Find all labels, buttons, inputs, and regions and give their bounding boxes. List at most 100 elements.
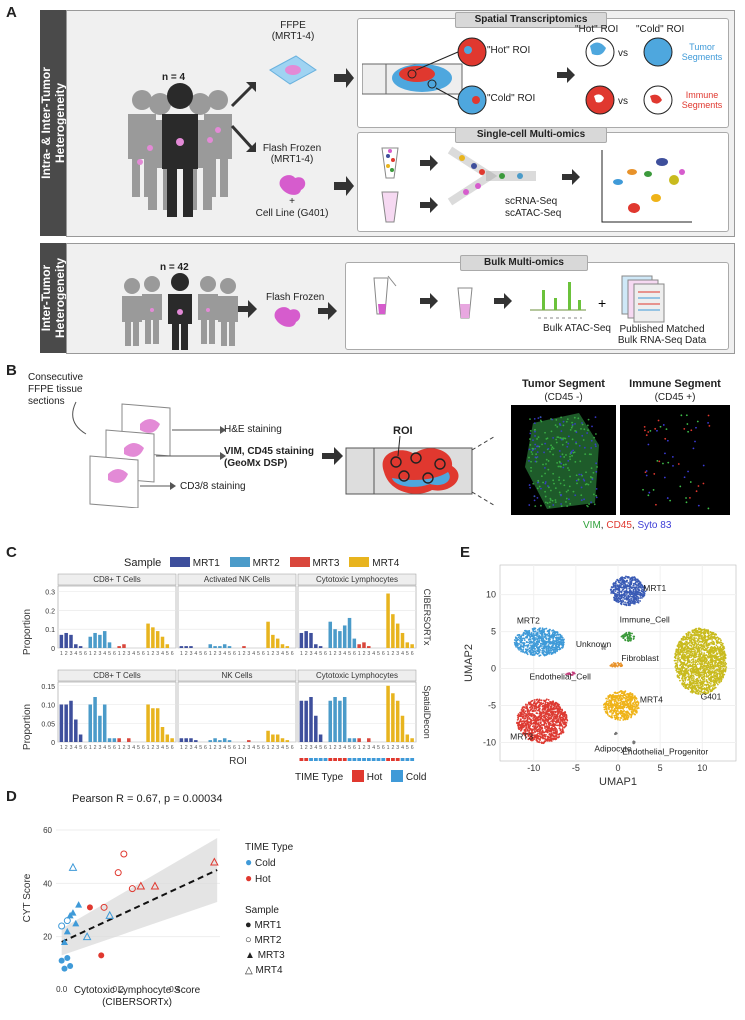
roi-tick: 3 — [396, 745, 399, 751]
umap-point — [711, 632, 714, 634]
umap-point — [682, 683, 684, 685]
umap-point — [526, 719, 529, 721]
umap-point — [637, 599, 640, 602]
umap-point — [558, 641, 561, 644]
umap-point — [635, 589, 637, 592]
time-type-strip — [313, 758, 318, 761]
umap-point — [707, 690, 710, 693]
umap-point — [527, 723, 530, 726]
roi-tick: 2 — [305, 745, 308, 751]
roi-tick: 1 — [387, 651, 390, 657]
umap-point — [622, 696, 625, 699]
umap-point — [533, 716, 535, 719]
umap-point — [559, 712, 562, 715]
confidence-band — [61, 838, 218, 956]
umap-point — [692, 654, 695, 657]
umap-point — [533, 701, 536, 703]
umap-point — [529, 724, 532, 727]
facet-side-label: SpatialDecon — [422, 685, 432, 739]
umap-point — [719, 674, 722, 677]
umap-point — [549, 638, 551, 641]
umap-point — [677, 658, 680, 660]
umap-point — [725, 662, 728, 665]
umap-point — [694, 680, 696, 683]
umap-point — [542, 741, 545, 744]
umap-point — [698, 676, 700, 679]
umap-point — [699, 658, 702, 661]
roi-tick: 5 — [377, 745, 380, 751]
scatter-xtick: 0.2 — [113, 985, 125, 994]
umap-point — [534, 705, 536, 708]
roi-tick: 4 — [252, 651, 255, 657]
umap-point — [723, 673, 726, 676]
scatter-xlabel: Cytotoxic Lymphocyte Score (CIBERSORTx) — [62, 985, 212, 1009]
umap-point — [702, 648, 705, 651]
umap-point — [678, 653, 681, 656]
bar — [247, 740, 251, 742]
umap-point — [554, 646, 557, 649]
bar — [299, 632, 304, 648]
umap-point — [642, 591, 645, 593]
umap-point — [617, 716, 620, 719]
umap-point — [690, 659, 693, 661]
umap-point — [538, 635, 541, 638]
umap-point — [697, 646, 700, 648]
bar — [165, 644, 170, 648]
umap-point — [613, 704, 616, 707]
umap-point — [558, 727, 561, 729]
umap-point — [622, 596, 625, 599]
umap-point — [536, 642, 539, 645]
bar — [102, 704, 107, 742]
umap-point — [630, 580, 633, 583]
umap-point — [700, 635, 703, 638]
immune-segments-label: Immune Segments — [680, 90, 724, 110]
time-type-strip — [333, 758, 338, 761]
umap-point — [540, 713, 543, 715]
umap-point — [521, 717, 524, 719]
umap-cluster-immune-cell — [620, 631, 636, 643]
umap-point — [691, 634, 694, 637]
ffpe-label: FFPE (MRT1-4) — [262, 20, 324, 42]
umap-point — [725, 666, 728, 669]
umap-point — [620, 710, 623, 713]
umap-point — [552, 633, 555, 636]
umap-point — [637, 584, 640, 586]
umap-point — [545, 698, 548, 701]
umap-point — [556, 646, 559, 648]
umap-point — [609, 704, 612, 706]
ffpe-slide-icon — [269, 55, 317, 85]
umap-point — [695, 666, 698, 669]
bar — [367, 646, 371, 648]
umap-point — [611, 704, 613, 707]
umap-point — [709, 651, 712, 654]
umap-point — [684, 679, 687, 682]
umap-point — [536, 701, 539, 704]
umap-point — [641, 588, 644, 591]
umap-point — [690, 633, 692, 636]
tumor-segment-title: Tumor Segment — [522, 378, 605, 390]
roi-slide-schematic — [345, 436, 497, 506]
umap-point — [702, 643, 705, 645]
umap-point — [705, 665, 708, 667]
umap-point — [603, 708, 606, 711]
umap-point — [520, 709, 523, 711]
umap-point — [543, 731, 546, 734]
umap-point — [533, 726, 536, 729]
umap-point — [724, 668, 727, 671]
umap-point — [533, 654, 536, 656]
umap-point — [704, 634, 707, 637]
umap-point — [699, 646, 702, 649]
roi-tick: 3 — [367, 651, 370, 657]
umap-point — [635, 704, 638, 707]
umap-point — [522, 642, 525, 644]
scatter-ytick: 40 — [43, 879, 52, 888]
umap-point — [612, 592, 615, 594]
umap-point — [542, 714, 545, 717]
umap-point — [621, 692, 624, 695]
umap-point — [524, 648, 527, 651]
bar — [347, 617, 352, 648]
umap-point — [716, 683, 719, 686]
umap-point — [689, 664, 692, 667]
trend-line — [61, 869, 218, 943]
roi-tick: 1 — [238, 745, 241, 751]
